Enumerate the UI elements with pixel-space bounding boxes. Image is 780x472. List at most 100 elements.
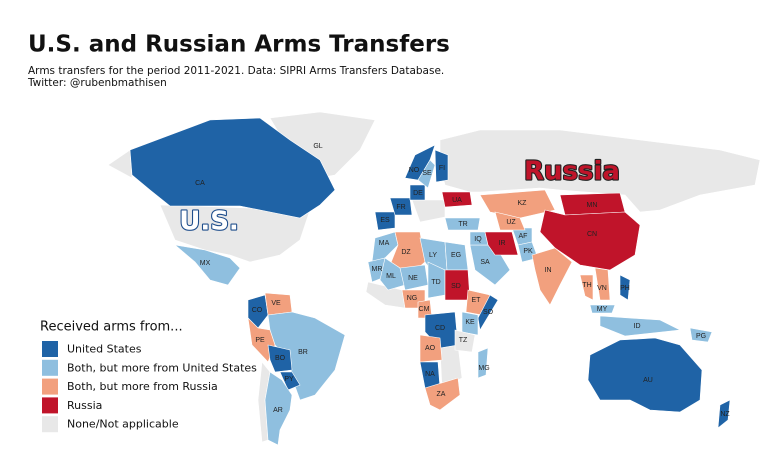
country <box>374 211 396 231</box>
legend-swatch <box>42 397 58 414</box>
legend-swatch <box>42 341 58 357</box>
country <box>461 311 479 336</box>
country-label: PH <box>620 285 630 292</box>
country <box>419 334 443 363</box>
country <box>599 315 682 337</box>
country-label: MA <box>379 240 390 247</box>
country <box>587 337 703 413</box>
country <box>444 217 481 231</box>
legend-label: United States <box>67 343 142 356</box>
country-label: NA <box>425 371 435 378</box>
country-label: BR <box>298 349 308 356</box>
country-label: UA <box>452 197 462 204</box>
country <box>441 191 473 208</box>
country-label: TZ <box>459 337 468 344</box>
country-label: CA <box>195 180 205 187</box>
country <box>531 247 573 306</box>
country-label: IR <box>499 240 506 247</box>
legend-swatch <box>42 359 58 376</box>
legend-label: Russia <box>67 399 102 412</box>
country-label: FI <box>439 165 445 172</box>
base-land <box>107 129 761 443</box>
legend-swatch <box>42 378 58 395</box>
country-label: KE <box>465 319 475 326</box>
country <box>247 294 269 329</box>
country <box>129 117 336 219</box>
land-west-africa <box>365 281 406 309</box>
country-label: KZ <box>518 200 528 207</box>
country <box>479 189 556 219</box>
country-label: EG <box>451 252 461 259</box>
land-balkans <box>411 199 446 223</box>
country-label: BO <box>275 355 286 362</box>
country-label: VE <box>271 300 281 307</box>
country-label: ID <box>634 323 641 330</box>
country-label: NG <box>407 295 418 302</box>
country <box>409 184 426 201</box>
country-label: SD <box>451 283 461 290</box>
country-label: AR <box>273 407 283 414</box>
country-label: AU <box>643 377 653 384</box>
country-label: ES <box>380 217 390 224</box>
country <box>477 294 499 331</box>
country-label: AO <box>425 345 436 352</box>
country <box>454 329 476 353</box>
country <box>579 274 594 301</box>
land-alaska <box>107 149 133 179</box>
land-usa <box>159 204 311 263</box>
legend: Received arms from... United States Both,… <box>40 320 257 433</box>
country-label: MR <box>372 266 383 273</box>
country <box>477 347 489 379</box>
country-label: NE <box>408 275 418 282</box>
country-label: PG <box>696 333 706 340</box>
country <box>417 159 436 189</box>
country-label: MG <box>478 365 489 372</box>
country-label: CO <box>252 307 263 314</box>
big-label: U.S. <box>179 207 239 237</box>
country <box>173 244 241 286</box>
country <box>279 371 301 391</box>
country <box>389 197 413 216</box>
country <box>619 274 631 301</box>
country-label: ML <box>386 273 396 280</box>
country-label: NO <box>409 167 420 174</box>
country <box>494 211 526 231</box>
country-label: VN <box>597 285 607 292</box>
country-label: LY <box>429 252 437 259</box>
country-label: TH <box>582 282 591 289</box>
country-label: DZ <box>401 249 411 256</box>
country <box>589 304 616 314</box>
country-label: ZA <box>437 391 446 398</box>
country-label: FR <box>396 204 405 211</box>
countries <box>129 111 731 446</box>
country <box>484 231 519 256</box>
country-label: CM <box>419 306 430 313</box>
country-label: CN <box>587 231 597 238</box>
land-russia <box>439 129 761 213</box>
country-label: IN <box>545 267 552 274</box>
country <box>247 317 276 363</box>
country <box>717 399 731 429</box>
country <box>371 231 399 263</box>
country-label: GL <box>313 143 322 150</box>
big-label: Russia <box>524 157 620 187</box>
country-label: MN <box>587 202 598 209</box>
country-label: SE <box>422 170 432 177</box>
legend-label: None/Not applicable <box>67 418 179 431</box>
country-label: TD <box>431 279 440 286</box>
country <box>404 144 436 181</box>
country <box>379 257 406 291</box>
country <box>434 149 449 183</box>
country-label: NZ <box>720 411 730 418</box>
title: U.S. and Russian Arms Transfers <box>28 32 450 58</box>
country-label: SO <box>483 309 494 316</box>
country <box>264 371 293 446</box>
country-label: IQ <box>474 236 482 243</box>
subtitle-line: Twitter: @rubenbmathisen <box>27 77 167 89</box>
subtitle-line: Arms transfers for the period 2011-2021.… <box>28 65 444 77</box>
legend-title: Received arms from... <box>40 320 183 335</box>
country-label: MX <box>200 260 211 267</box>
country-label: CD <box>435 325 445 332</box>
legend-label: Both, but more from Russia <box>67 380 218 393</box>
